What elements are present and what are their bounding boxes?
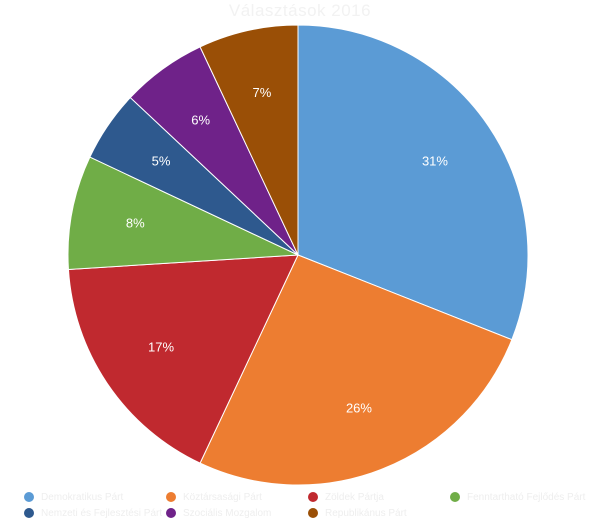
legend-swatch-4: [24, 508, 34, 518]
legend-item-4[interactable]: Nemzeti és Fejlesztési Párt: [24, 505, 162, 521]
legend-swatch-1: [166, 492, 176, 502]
slice-label-3: 8%: [126, 215, 145, 230]
legend-swatch-2: [308, 492, 318, 502]
pie-slice-3: [67, 156, 299, 270]
slice-label-5: 6%: [191, 112, 210, 127]
legend-label-4: Nemzeti és Fejlesztési Párt: [41, 507, 163, 519]
legend-item-5[interactable]: Szociális Mozgalom: [166, 505, 271, 521]
legend-item-2[interactable]: Zöldek Pártja: [308, 489, 384, 505]
legend-swatch-0: [24, 492, 34, 502]
slice-label-6: 7%: [252, 85, 271, 100]
legend-item-0[interactable]: Demokratikus Párt: [24, 489, 123, 505]
legend-swatch-6: [308, 508, 318, 518]
slice-label-0: 31%: [422, 153, 448, 168]
legend-swatch-3: [450, 492, 460, 502]
legend-item-1[interactable]: Köztársasági Párt: [166, 489, 262, 505]
legend-label-1: Köztársasági Párt: [183, 491, 262, 503]
legend-swatch-5: [166, 508, 176, 518]
pie-slice-0: [297, 24, 529, 341]
legend-label-2: Zöldek Pártja: [325, 491, 384, 503]
pie-slice-2: [67, 254, 299, 464]
legend-item-3[interactable]: Fenntartható Fejlődés Párt: [450, 489, 585, 505]
pie-slice-6: [199, 24, 299, 256]
legend-label-6: Republikánus Párt: [325, 507, 407, 519]
slice-label-2: 17%: [148, 340, 174, 355]
legend-label-3: Fenntartható Fejlődés Párt: [467, 491, 586, 503]
legend-label-5: Szociális Mozgalom: [183, 507, 272, 519]
chart-title: Választások 2016: [228, 1, 372, 20]
legend-item-6[interactable]: Republikánus Párt: [308, 505, 407, 521]
legend-label-0: Demokratikus Párt: [41, 491, 124, 503]
pie-slice-1: [199, 254, 513, 486]
slice-label-4: 5%: [152, 153, 171, 168]
slice-label-1: 26%: [346, 400, 372, 415]
